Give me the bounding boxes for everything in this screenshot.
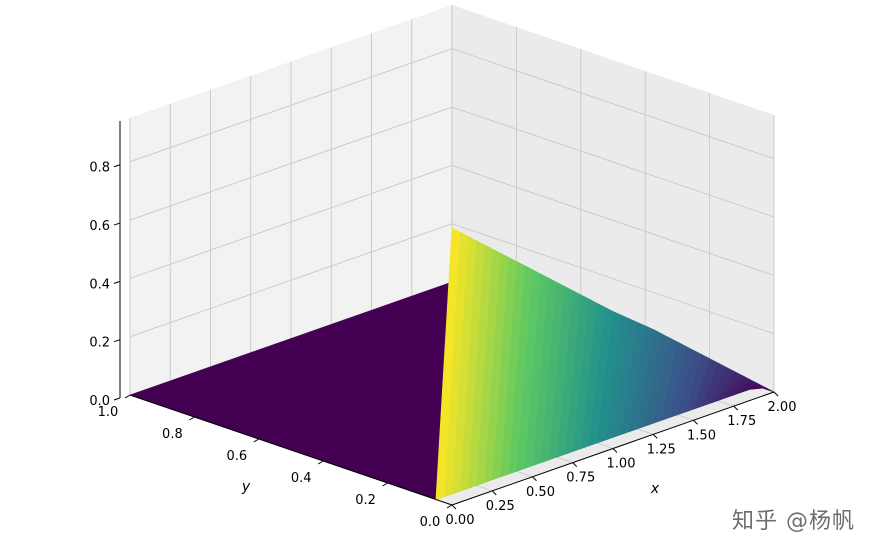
z-grid-line	[129, 48, 775, 163]
y-tick-label: 0.4	[291, 471, 312, 486]
x-tick-mark	[693, 419, 698, 425]
watermark: 知乎 @杨帆	[732, 509, 855, 534]
z-grid-line	[129, 106, 775, 221]
z-grid-line	[129, 164, 775, 279]
z-tick-mark	[113, 222, 121, 226]
y-tick-mark	[124, 394, 131, 399]
x-tick-label: 0.75	[566, 471, 595, 486]
y-tick-label: 0.2	[355, 493, 376, 508]
y-axis-label: y	[241, 479, 251, 495]
x-tick-mark	[733, 405, 739, 411]
y-tick-mark	[382, 482, 388, 487]
y-tick-label: 1.0	[98, 405, 119, 420]
y-axis-line	[129, 394, 453, 506]
z-grid-line	[129, 223, 775, 338]
z-tick-label: 0.2	[89, 336, 110, 351]
y-tick-mark	[253, 438, 260, 443]
x-tick-mark	[451, 504, 457, 510]
x-tick-label: 1.00	[607, 457, 636, 472]
tick-labels: 0.00 0.25 0.50 0.75 1.00 1.25 1.50 1.75 2.00 0.0 0…	[89, 161, 796, 530]
x-tick-mark	[612, 448, 618, 453]
x-tick-mark	[773, 391, 779, 397]
x-tick-label: 2.00	[768, 400, 797, 415]
x-tick-label: 0.25	[486, 499, 515, 514]
x-tick-mark	[572, 462, 578, 467]
z-tick-mark	[113, 280, 121, 284]
z-tick-label: 0.4	[89, 277, 110, 292]
y-tick-label: 0.6	[226, 449, 247, 464]
x-tick-label: 0.50	[526, 485, 555, 500]
surface-mesh	[129, 227, 775, 500]
z-tick-label: 0.6	[89, 219, 110, 234]
x-tick-mark	[532, 476, 537, 482]
z-tick-mark	[113, 164, 121, 168]
z-tick-mark	[113, 339, 121, 343]
z-tick-label: 0.8	[89, 161, 110, 176]
x-tick-label: 1.25	[647, 442, 676, 457]
x-tick-label: 0.00	[446, 513, 475, 528]
y-tick-label: 0.8	[162, 427, 183, 442]
x-axis-label: x	[650, 481, 660, 497]
y-tick-mark	[189, 416, 195, 421]
y-tick-label: 0.0	[420, 515, 441, 530]
x-tick-mark	[652, 434, 658, 439]
z-tick-mark	[113, 397, 121, 401]
x-tick-label: 1.50	[687, 428, 716, 443]
z-tick-label: 0.0	[89, 394, 110, 409]
y-tick-mark	[446, 504, 453, 509]
y-tick-mark	[317, 460, 324, 465]
x-tick-label: 1.75	[727, 414, 756, 429]
x-tick-mark	[491, 490, 497, 496]
surface-strip	[435, 227, 461, 500]
